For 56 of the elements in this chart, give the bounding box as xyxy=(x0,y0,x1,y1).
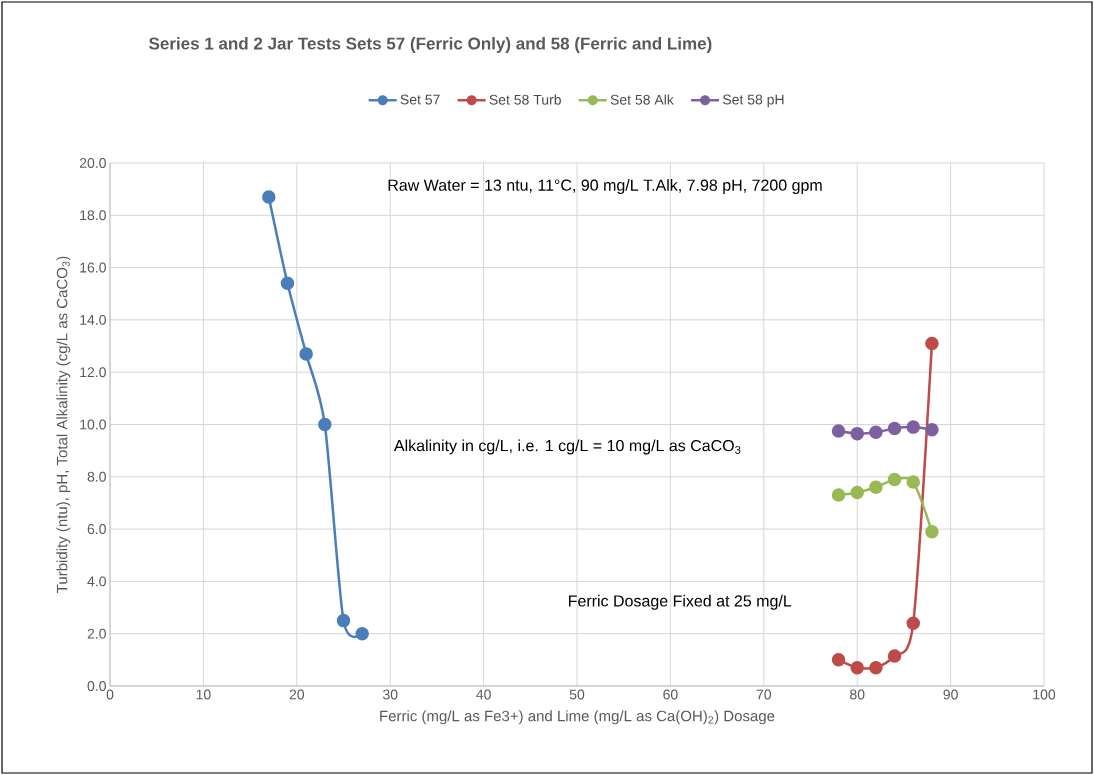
y-tick-label: 0.0 xyxy=(87,681,106,691)
y-tick-label: 12.0 xyxy=(80,367,106,378)
point xyxy=(887,649,902,663)
point xyxy=(831,488,846,502)
point xyxy=(869,660,883,675)
point xyxy=(906,616,920,630)
x-tick-label: 90 xyxy=(943,689,958,700)
annotation: Alkalinity in cg/L, i.e. 1 cg/L = 10 mg/L as CaCO$_{3}$ xyxy=(393,439,741,455)
point xyxy=(887,472,902,487)
point xyxy=(925,524,939,539)
x-tick-label: 80 xyxy=(850,689,865,700)
y-tick-label: 6.0 xyxy=(87,524,106,535)
x-tick-label: 20 xyxy=(289,689,305,700)
point xyxy=(850,485,864,500)
x-tick-label: 70 xyxy=(756,689,772,700)
x-tick-label: 50 xyxy=(569,689,585,700)
x-tick-label: 40 xyxy=(476,689,491,700)
legend-label: Set 58 pH xyxy=(722,94,784,108)
point xyxy=(336,613,351,628)
point xyxy=(262,190,276,204)
point xyxy=(355,626,369,641)
x-tick-label: 0 xyxy=(106,689,114,700)
point xyxy=(850,426,864,441)
x-tick-label: 30 xyxy=(382,689,398,700)
x-tick-label: 60 xyxy=(663,689,678,700)
y-tick-label: 4.0 xyxy=(87,576,106,587)
y-axis-title: Turbidity (ntu), pH, Total Alkalinity (cg/L as CaCO$_{3}$) xyxy=(56,256,71,593)
point xyxy=(925,422,939,437)
annotation: Ferric Dosage Fixed at 25 mg/L xyxy=(569,594,792,610)
y-tick-label: 16.0 xyxy=(80,262,106,273)
point xyxy=(850,660,864,675)
point xyxy=(906,420,920,434)
x-axis-title: Ferric (mg/L as Fe3+) and Lime (mg/L as Ca(OH)$_{2}$) Dosage xyxy=(380,710,775,725)
y-tick-label: 2.0 xyxy=(87,628,106,639)
point xyxy=(906,475,920,489)
legend-label: Set 58 Alk xyxy=(610,94,674,105)
point xyxy=(299,347,313,361)
point xyxy=(887,421,902,436)
x-tick-label: 10 xyxy=(196,689,211,700)
point xyxy=(318,417,332,432)
x-tick-label: 100 xyxy=(1033,689,1056,700)
y-tick-label: 18.0 xyxy=(80,210,106,221)
y-tick-label: 14.0 xyxy=(80,314,106,325)
legend-label: Set 58 Turb xyxy=(489,94,561,105)
point xyxy=(831,424,846,438)
point xyxy=(869,480,883,494)
annotation: Raw Water = 13 ntu, 11°C, 90 mg/L T.Alk, 7.98 pH, 7200 gpm xyxy=(388,179,822,194)
point xyxy=(925,336,939,351)
point xyxy=(869,425,883,440)
legend-label: Set 57 xyxy=(400,94,440,105)
y-tick-label: 8.0 xyxy=(87,471,106,482)
point xyxy=(831,653,846,667)
chart-title: Series 1 and 2 Jar Tests Sets 57 (Ferric Only) and 58 (Ferric and Lime) xyxy=(149,37,712,53)
point xyxy=(280,276,295,291)
y-tick-label: 10.0 xyxy=(80,419,106,430)
y-tick-label: 20.0 xyxy=(79,158,106,168)
